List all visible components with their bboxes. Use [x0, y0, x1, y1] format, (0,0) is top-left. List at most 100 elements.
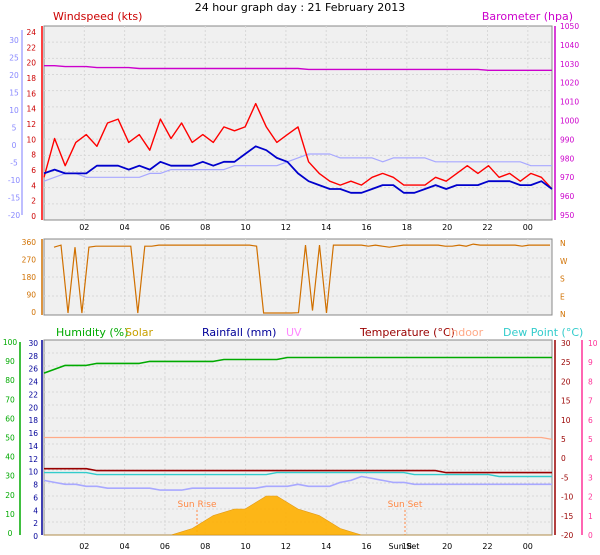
x-tick-label: 08: [200, 542, 210, 551]
dir-right-tick: E: [560, 292, 565, 301]
temperature-tick: 30: [561, 339, 571, 348]
x-tick-label: 04: [120, 542, 130, 551]
wind-gust-series: [43, 102, 553, 190]
temperature-tick: 20: [561, 377, 571, 386]
legend-indoor: Indoor: [448, 326, 484, 339]
x-tick-label: 06: [160, 542, 170, 551]
barometer-label: Barometer (hpa): [482, 10, 573, 23]
x-tick-label: 18: [402, 542, 412, 551]
lightblue-series: [43, 475, 552, 491]
uv-tick: 1: [588, 512, 593, 521]
left-outer-tick: 15: [9, 89, 19, 98]
humidity-tick: 30: [5, 472, 15, 481]
sun-set-label: Sun Set: [388, 500, 423, 510]
humidity-tick: 100: [3, 338, 18, 347]
x-tick-label: 12: [281, 223, 291, 232]
windspeed-label: Windspeed (kts): [53, 10, 142, 23]
rainfall-tick: 2: [33, 519, 38, 528]
wind-direction-series: [53, 243, 550, 314]
left-inner-tick: 10: [26, 135, 36, 144]
uv-tick: 4: [588, 454, 593, 463]
humidity-tick: 40: [5, 453, 15, 462]
rainfall-tick: 24: [28, 378, 38, 387]
temperature-tick: 10: [561, 416, 571, 425]
dir-left-tick: 180: [22, 273, 37, 282]
rainfall-tick: 0: [33, 532, 38, 541]
humidity-tick: 10: [5, 510, 15, 519]
left-inner-tick: 6: [31, 166, 36, 175]
rainfall-tick: 18: [28, 416, 38, 425]
x-tick-label: 14: [321, 223, 331, 232]
dir-left-tick: 0: [31, 308, 36, 317]
left-inner-tick: 20: [26, 59, 36, 68]
x-tick-label: 06: [160, 223, 170, 232]
humidity-tick: 90: [5, 357, 15, 366]
wind-panel: Windspeed (kts) Barometer (hpa) 30252015…: [8, 10, 579, 232]
right-tick: 960: [560, 192, 575, 201]
uv-tick: 3: [588, 473, 593, 482]
temperature-tick: 5: [561, 435, 566, 444]
legend-dewpoint: Dew Point (°C): [503, 326, 583, 339]
uv-tick: 10: [588, 339, 598, 348]
x-tick-label: 10: [240, 542, 250, 551]
wind-light-series: [43, 153, 552, 182]
humidity-tick: 50: [5, 434, 15, 443]
sun-rise-label: Sun Rise: [178, 500, 217, 510]
left-outer-tick: 30: [9, 36, 19, 45]
x-tick-label: 12: [281, 542, 291, 551]
weather-panel: Humidity (%) Solar Rainfall (mm) UV Temp…: [3, 326, 598, 551]
right-tick: 1010: [560, 98, 579, 107]
right-tick: 970: [560, 173, 575, 182]
rainfall-tick: 4: [33, 506, 38, 515]
x-tick-label: 20: [442, 542, 452, 551]
x-tick-label: 04: [120, 223, 130, 232]
right-tick: 1000: [560, 117, 579, 126]
temperature-tick: -5: [561, 473, 569, 482]
right-tick: 980: [560, 154, 575, 163]
left-outer-tick: 25: [9, 54, 19, 63]
dir-right-tick: W: [560, 257, 568, 266]
x-tick-label: 20: [442, 223, 452, 232]
rainfall-tick: 6: [33, 493, 38, 502]
dir-left-tick: 360: [22, 238, 37, 247]
left-inner-tick: 14: [26, 105, 36, 114]
humidity-tick: 70: [5, 395, 15, 404]
uv-tick: 2: [588, 493, 593, 502]
wind-avg-series: [43, 145, 553, 194]
left-inner-tick: 4: [31, 181, 36, 190]
right-tick: 1030: [560, 60, 579, 69]
humidity-tick: 60: [5, 414, 15, 423]
x-tick-label: 22: [482, 223, 492, 232]
x-tick-label: 16: [361, 542, 371, 551]
dir-right-tick: N: [560, 239, 566, 248]
humidity-tick: 0: [8, 529, 13, 538]
x-tick-label: 08: [200, 223, 210, 232]
left-inner-tick: 0: [31, 212, 36, 221]
left-outer-tick: -15: [8, 194, 20, 203]
dir-left-tick: 90: [26, 291, 36, 300]
legend-humidity: Humidity (%): [56, 326, 128, 339]
left-inner-tick: 2: [31, 197, 36, 206]
humidity-tick: 80: [5, 376, 15, 385]
uv-tick: 9: [588, 358, 593, 367]
rainfall-tick: 22: [28, 390, 38, 399]
rainfall-tick: 26: [28, 365, 38, 374]
rainfall-tick: 16: [28, 429, 38, 438]
solar-series: [44, 495, 552, 536]
left-inner-tick: 24: [26, 28, 36, 37]
legend-temperature: Temperature (°C): [359, 326, 455, 339]
rainfall-tick: 28: [28, 352, 38, 361]
dir-left-tick: 270: [22, 256, 37, 265]
uv-tick: 0: [588, 531, 593, 540]
x-tick-label: 18: [402, 223, 412, 232]
left-outer-tick: 0: [12, 141, 17, 150]
x-tick-label: 16: [361, 223, 371, 232]
legend-solar: Solar: [125, 326, 154, 339]
x-tick-label: 22: [482, 542, 492, 551]
uv-tick: 7: [588, 397, 593, 406]
x-tick-label: 00: [523, 223, 533, 232]
rainfall-tick: 12: [28, 455, 38, 464]
temperature-tick: 25: [561, 358, 571, 367]
left-inner-tick: 18: [26, 74, 36, 83]
